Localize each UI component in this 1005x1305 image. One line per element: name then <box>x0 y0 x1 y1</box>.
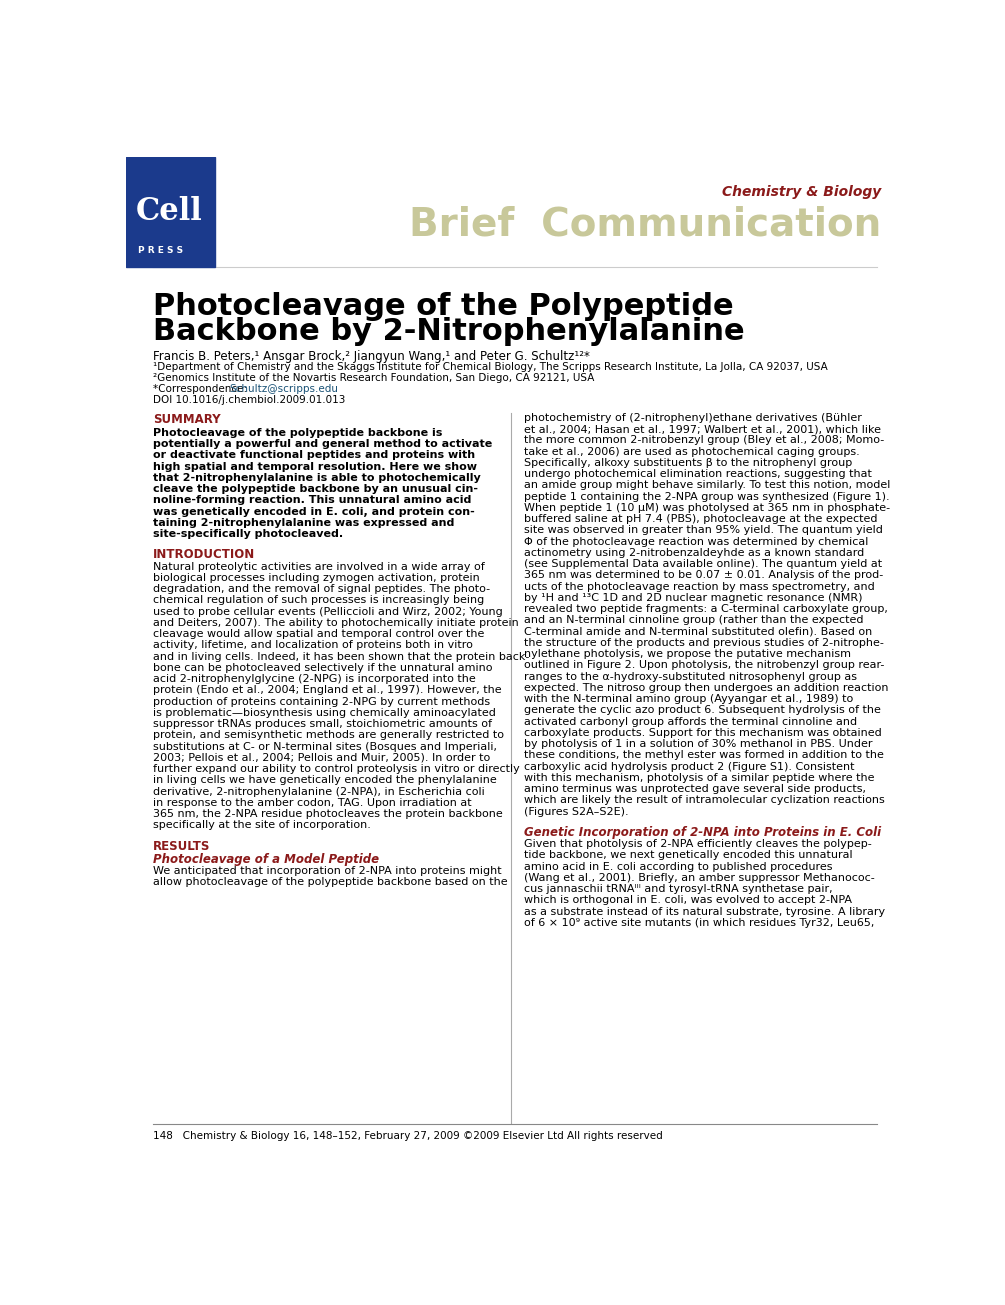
Text: Given that photolysis of 2-NPA efficiently cleaves the polypep-: Given that photolysis of 2-NPA efficient… <box>525 839 872 850</box>
Text: the more common 2-nitrobenzyl group (Bley et al., 2008; Momo-: the more common 2-nitrobenzyl group (Ble… <box>525 436 884 445</box>
Text: ucts of the photocleavage reaction by mass spectrometry, and: ucts of the photocleavage reaction by ma… <box>525 582 875 591</box>
Text: Schultz@scripps.edu: Schultz@scripps.edu <box>229 384 339 394</box>
Text: INTRODUCTION: INTRODUCTION <box>153 548 255 561</box>
Text: production of proteins containing 2-NPG by current methods: production of proteins containing 2-NPG … <box>153 697 490 706</box>
Text: cleavage would allow spatial and temporal control over the: cleavage would allow spatial and tempora… <box>153 629 484 639</box>
Text: the structure of the products and previous studies of 2-nitrophe-: the structure of the products and previo… <box>525 638 884 647</box>
Text: ¹Department of Chemistry and the Skaggs Institute for Chemical Biology, The Scri: ¹Department of Chemistry and the Skaggs … <box>153 361 828 372</box>
Text: protein (Endo et al., 2004; England et al., 1997). However, the: protein (Endo et al., 2004; England et a… <box>153 685 501 696</box>
Text: amino acid in E. coli according to published procedures: amino acid in E. coli according to publi… <box>525 861 833 872</box>
Text: P R E S S: P R E S S <box>138 245 183 254</box>
Text: bone can be photocleaved selectively if the unnatural amino: bone can be photocleaved selectively if … <box>153 663 492 673</box>
Text: high spatial and temporal resolution. Here we show: high spatial and temporal resolution. He… <box>153 462 477 471</box>
Text: expected. The nitroso group then undergoes an addition reaction: expected. The nitroso group then undergo… <box>525 683 888 693</box>
Text: allow photocleavage of the polypeptide backbone based on the: allow photocleavage of the polypeptide b… <box>153 877 508 887</box>
Text: C-terminal amide and N-terminal substituted olefin). Based on: C-terminal amide and N-terminal substitu… <box>525 626 872 637</box>
Text: (see Supplemental Data available online). The quantum yield at: (see Supplemental Data available online)… <box>525 559 882 569</box>
Text: When peptide 1 (10 μM) was photolysed at 365 nm in phosphate-: When peptide 1 (10 μM) was photolysed at… <box>525 502 890 513</box>
Text: by ¹H and ¹³C 1D and 2D nuclear magnetic resonance (NMR): by ¹H and ¹³C 1D and 2D nuclear magnetic… <box>525 592 863 603</box>
Text: undergo photochemical elimination reactions, suggesting that: undergo photochemical elimination reacti… <box>525 468 872 479</box>
Text: derivative, 2-nitrophenylalanine (2-NPA), in Escherichia coli: derivative, 2-nitrophenylalanine (2-NPA)… <box>153 787 484 796</box>
Text: 365 nm, the 2-NPA residue photocleaves the protein backbone: 365 nm, the 2-NPA residue photocleaves t… <box>153 809 502 820</box>
Text: amino terminus was unprotected gave several side products,: amino terminus was unprotected gave seve… <box>525 784 866 795</box>
Text: Francis B. Peters,¹ Ansgar Brock,² Jiangyun Wang,¹ and Peter G. Schultz¹²*: Francis B. Peters,¹ Ansgar Brock,² Jiang… <box>153 350 590 363</box>
Text: We anticipated that incorporation of 2-NPA into proteins might: We anticipated that incorporation of 2-N… <box>153 865 501 876</box>
Text: Backbone by 2-Nitrophenylalanine: Backbone by 2-Nitrophenylalanine <box>153 317 745 346</box>
Text: ²Genomics Institute of the Novartis Research Foundation, San Diego, CA 92121, US: ²Genomics Institute of the Novartis Rese… <box>153 373 594 382</box>
Text: DOI 10.1016/j.chembiol.2009.01.013: DOI 10.1016/j.chembiol.2009.01.013 <box>153 394 346 405</box>
Text: in response to the amber codon, TAG. Upon irradiation at: in response to the amber codon, TAG. Upo… <box>153 797 471 808</box>
Text: nylethane photolysis, we propose the putative mechanism: nylethane photolysis, we propose the put… <box>525 649 851 659</box>
Text: is problematic—biosynthesis using chemically aminoacylated: is problematic—biosynthesis using chemic… <box>153 707 495 718</box>
Text: Photocleavage of a Model Peptide: Photocleavage of a Model Peptide <box>153 852 379 865</box>
Text: in living cells we have genetically encoded the phenylalanine: in living cells we have genetically enco… <box>153 775 496 786</box>
Text: further expand our ability to control proteolysis in vitro or directly: further expand our ability to control pr… <box>153 765 520 774</box>
Text: biological processes including zymogen activation, protein: biological processes including zymogen a… <box>153 573 479 583</box>
Text: substitutions at C- or N-terminal sites (Bosques and Imperiali,: substitutions at C- or N-terminal sites … <box>153 741 496 752</box>
Text: Natural proteolytic activities are involved in a wide array of: Natural proteolytic activities are invol… <box>153 561 484 572</box>
Text: specifically at the site of incorporation.: specifically at the site of incorporatio… <box>153 821 371 830</box>
Text: Specifically, alkoxy substituents β to the nitrophenyl group: Specifically, alkoxy substituents β to t… <box>525 458 852 468</box>
Text: Chemistry & Biology: Chemistry & Biology <box>722 185 881 198</box>
Text: and in living cells. Indeed, it has been shown that the protein back-: and in living cells. Indeed, it has been… <box>153 651 530 662</box>
Text: with this mechanism, photolysis of a similar peptide where the: with this mechanism, photolysis of a sim… <box>525 773 875 783</box>
Text: 148   Chemistry & Biology 16, 148–152, February 27, 2009 ©2009 Elsevier Ltd All : 148 Chemistry & Biology 16, 148–152, Feb… <box>153 1131 662 1142</box>
Text: (Wang et al., 2001). Briefly, an amber suppressor Methanococ-: (Wang et al., 2001). Briefly, an amber s… <box>525 873 875 883</box>
Text: 365 nm was determined to be 0.07 ± 0.01. Analysis of the prod-: 365 nm was determined to be 0.07 ± 0.01.… <box>525 570 883 581</box>
Text: revealed two peptide fragments: a C-terminal carboxylate group,: revealed two peptide fragments: a C-term… <box>525 604 888 615</box>
Text: *Correspondence:: *Correspondence: <box>153 384 250 394</box>
Text: activity, lifetime, and localization of proteins both in vitro: activity, lifetime, and localization of … <box>153 641 472 650</box>
Text: cleave the polypeptide backbone by an unusual cin-: cleave the polypeptide backbone by an un… <box>153 484 478 495</box>
Text: these conditions, the methyl ester was formed in addition to the: these conditions, the methyl ester was f… <box>525 750 884 761</box>
Text: which are likely the result of intramolecular cyclization reactions: which are likely the result of intramole… <box>525 796 885 805</box>
Text: Photocleavage of the Polypeptide: Photocleavage of the Polypeptide <box>153 292 734 321</box>
Text: noline-forming reaction. This unnatural amino acid: noline-forming reaction. This unnatural … <box>153 496 471 505</box>
Text: outlined in Figure 2. Upon photolysis, the nitrobenzyl group rear-: outlined in Figure 2. Upon photolysis, t… <box>525 660 884 671</box>
Text: cus jannaschii tRNAᴵᴵᴵ and tyrosyl-tRNA synthetase pair,: cus jannaschii tRNAᴵᴵᴵ and tyrosyl-tRNA … <box>525 883 833 894</box>
Text: and Deiters, 2007). The ability to photochemically initiate protein: and Deiters, 2007). The ability to photo… <box>153 617 519 628</box>
Text: chemical regulation of such processes is increasingly being: chemical regulation of such processes is… <box>153 595 484 606</box>
Text: Φ of the photocleavage reaction was determined by chemical: Φ of the photocleavage reaction was dete… <box>525 536 868 547</box>
Text: was genetically encoded in E. coli, and protein con-: was genetically encoded in E. coli, and … <box>153 506 474 517</box>
Text: actinometry using 2-nitrobenzaldeyhde as a known standard: actinometry using 2-nitrobenzaldeyhde as… <box>525 548 864 559</box>
Text: 2003; Pellois et al., 2004; Pellois and Muir, 2005). In order to: 2003; Pellois et al., 2004; Pellois and … <box>153 753 490 763</box>
Text: activated carbonyl group affords the terminal cinnoline and: activated carbonyl group affords the ter… <box>525 716 857 727</box>
Text: Cell: Cell <box>136 196 202 227</box>
Text: ranges to the α-hydroxy-substituted nitrosophenyl group as: ranges to the α-hydroxy-substituted nitr… <box>525 672 857 681</box>
Bar <box>126 157 215 268</box>
Text: taining 2-nitrophenylalanine was expressed and: taining 2-nitrophenylalanine was express… <box>153 518 454 529</box>
Text: suppressor tRNAs produces small, stoichiometric amounts of: suppressor tRNAs produces small, stoichi… <box>153 719 491 729</box>
Text: photochemistry of (2-nitrophenyl)ethane derivatives (Bühler: photochemistry of (2-nitrophenyl)ethane … <box>525 412 862 423</box>
Text: carboxylate products. Support for this mechanism was obtained: carboxylate products. Support for this m… <box>525 728 882 737</box>
Text: Genetic Incorporation of 2-NPA into Proteins in E. Coli: Genetic Incorporation of 2-NPA into Prot… <box>525 826 881 839</box>
Text: et al., 2004; Hasan et al., 1997; Walbert et al., 2001), which like: et al., 2004; Hasan et al., 1997; Walber… <box>525 424 881 435</box>
Text: buffered saline at pH 7.4 (PBS), photocleavage at the expected: buffered saline at pH 7.4 (PBS), photocl… <box>525 514 878 525</box>
Text: Photocleavage of the polypeptide backbone is: Photocleavage of the polypeptide backbon… <box>153 428 442 438</box>
Text: an amide group might behave similarly. To test this notion, model: an amide group might behave similarly. T… <box>525 480 890 491</box>
Text: which is orthogonal in E. coli, was evolved to accept 2-NPA: which is orthogonal in E. coli, was evol… <box>525 895 852 906</box>
Text: potentially a powerful and general method to activate: potentially a powerful and general metho… <box>153 440 492 449</box>
Text: used to probe cellular events (Pelliccioli and Wirz, 2002; Young: used to probe cellular events (Pelliccio… <box>153 607 502 616</box>
Text: that 2-nitrophenylalanine is able to photochemically: that 2-nitrophenylalanine is able to pho… <box>153 472 480 483</box>
Text: site-specifically photocleaved.: site-specifically photocleaved. <box>153 530 343 539</box>
Text: with the N-terminal amino group (Ayyangar et al., 1989) to: with the N-terminal amino group (Ayyanga… <box>525 694 853 705</box>
Text: degradation, and the removal of signal peptides. The photo-: degradation, and the removal of signal p… <box>153 585 490 594</box>
Text: of 6 × 10⁹ active site mutants (in which residues Tyr32, Leu65,: of 6 × 10⁹ active site mutants (in which… <box>525 917 874 928</box>
Text: by photolysis of 1 in a solution of 30% methanol in PBS. Under: by photolysis of 1 in a solution of 30% … <box>525 739 873 749</box>
Text: and an N-terminal cinnoline group (rather than the expected: and an N-terminal cinnoline group (rathe… <box>525 616 864 625</box>
Text: as a substrate instead of its natural substrate, tyrosine. A library: as a substrate instead of its natural su… <box>525 907 885 916</box>
Text: or deactivate functional peptides and proteins with: or deactivate functional peptides and pr… <box>153 450 475 461</box>
Text: carboxylic acid hydrolysis product 2 (Figure S1). Consistent: carboxylic acid hydrolysis product 2 (Fi… <box>525 762 855 771</box>
Text: generate the cyclic azo product 6. Subsequent hydrolysis of the: generate the cyclic azo product 6. Subse… <box>525 706 881 715</box>
Text: SUMMARY: SUMMARY <box>153 412 220 425</box>
Text: RESULTS: RESULTS <box>153 839 210 852</box>
Text: take et al., 2006) are used as photochemical caging groups.: take et al., 2006) are used as photochem… <box>525 446 860 457</box>
Text: tide backbone, we next genetically encoded this unnatural: tide backbone, we next genetically encod… <box>525 851 853 860</box>
Text: peptide 1 containing the 2-NPA group was synthesized (Figure 1).: peptide 1 containing the 2-NPA group was… <box>525 492 890 501</box>
Text: Brief  Communication: Brief Communication <box>409 206 881 244</box>
Text: protein, and semisynthetic methods are generally restricted to: protein, and semisynthetic methods are g… <box>153 731 504 740</box>
Text: site was observed in greater than 95% yield. The quantum yield: site was observed in greater than 95% yi… <box>525 526 883 535</box>
Text: acid 2-nitrophenylglycine (2-NPG) is incorporated into the: acid 2-nitrophenylglycine (2-NPG) is inc… <box>153 675 475 684</box>
Text: (Figures S2A–S2E).: (Figures S2A–S2E). <box>525 806 629 817</box>
